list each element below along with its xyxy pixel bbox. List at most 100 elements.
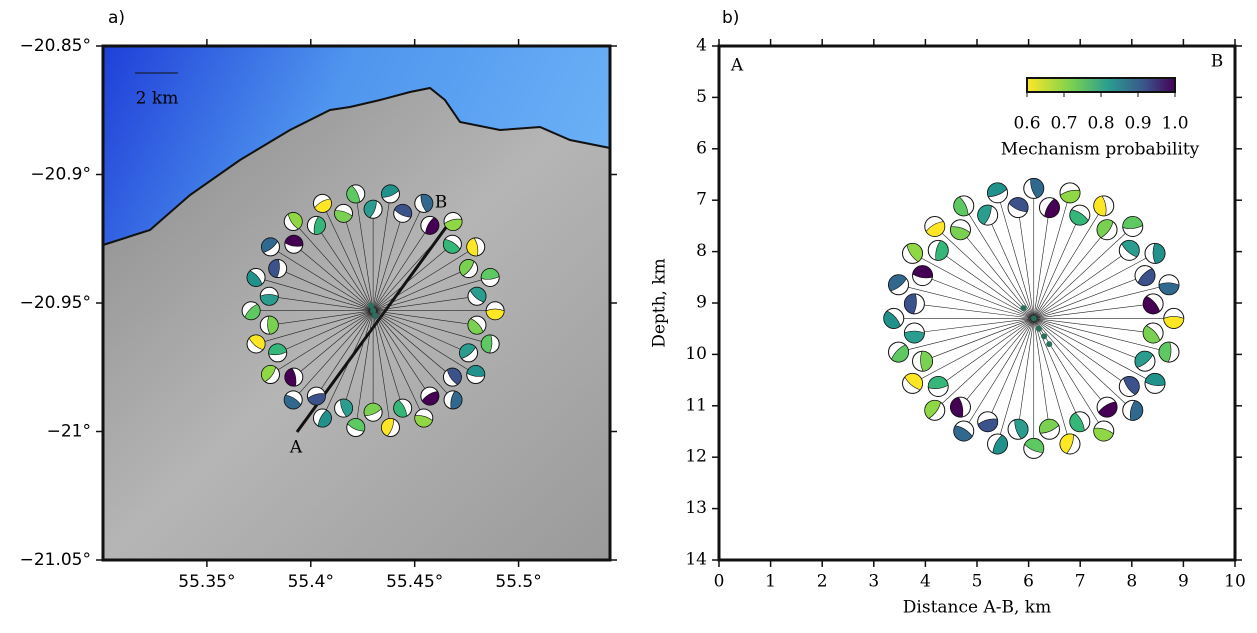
beachball-quadrant xyxy=(466,365,485,377)
beachball-quadrant xyxy=(259,294,279,306)
leader-line xyxy=(322,203,374,311)
hypocenter xyxy=(372,312,379,319)
beachball-quadrant xyxy=(1142,325,1161,344)
panel-label: b) xyxy=(722,8,739,28)
leader-line xyxy=(372,310,403,409)
leader-line xyxy=(372,310,425,419)
y-tick-label: 7 xyxy=(696,190,707,210)
beachball-quadrant xyxy=(480,268,500,280)
beachball-quadrant xyxy=(459,259,475,277)
hypocenter xyxy=(1041,333,1048,340)
beachball-quadrant xyxy=(1122,216,1144,229)
beachball-quadrant xyxy=(485,308,505,321)
beachball-quadrant xyxy=(904,293,917,315)
beachball-quadrant xyxy=(920,350,933,372)
leader-line xyxy=(922,275,1034,319)
leader-line xyxy=(372,221,454,311)
beachball-quadrant xyxy=(393,399,408,418)
colorbar-tick-label: 0.8 xyxy=(1087,114,1114,134)
leader-line xyxy=(912,318,1034,384)
leader-line xyxy=(1033,318,1156,384)
point-label: B xyxy=(435,193,448,213)
beachball-quadrant xyxy=(883,310,901,329)
beachball-quadrant xyxy=(421,391,440,406)
colorbar xyxy=(1026,77,1176,93)
beachball-quadrant xyxy=(992,434,1008,455)
leader-line xyxy=(912,253,1034,319)
beachball-quadrant xyxy=(420,194,434,213)
leader-line xyxy=(963,205,1035,319)
beachball-quadrant xyxy=(268,343,287,356)
beachball-quadrant xyxy=(888,274,907,292)
x-tick-label: 9 xyxy=(1178,572,1189,592)
beachball-quadrant xyxy=(283,394,302,410)
beachball-quadrant xyxy=(346,185,361,204)
leader-line xyxy=(914,318,1034,334)
leader-line xyxy=(343,310,374,409)
beachball-quadrant xyxy=(244,303,261,321)
beachball-quadrant xyxy=(443,239,461,254)
leader-line xyxy=(997,318,1035,445)
beachball-quadrant xyxy=(467,318,484,335)
beachball-quadrant xyxy=(1059,189,1081,204)
beachball-quadrant xyxy=(284,367,297,387)
beachball-quadrant xyxy=(953,196,969,217)
leader-line xyxy=(373,310,469,354)
y-tick-label: 13 xyxy=(685,498,707,518)
beachball-quadrant xyxy=(1024,438,1045,453)
beachball-quadrant xyxy=(469,287,487,303)
leader-line xyxy=(277,310,374,354)
beachball-quadrant xyxy=(425,217,440,235)
beachball-quadrant xyxy=(935,240,949,261)
leader-line xyxy=(1033,284,1170,319)
y-tick-label: 11 xyxy=(685,395,707,415)
leader-line xyxy=(373,268,469,311)
x-tick-label: 55.5° xyxy=(495,572,541,592)
leader-line xyxy=(372,246,476,311)
panel-label: a) xyxy=(108,8,125,28)
x-tick-label: 55.45° xyxy=(386,572,443,592)
beachball-quadrant xyxy=(317,409,332,428)
colorbar-tick-label: 0.9 xyxy=(1124,114,1151,134)
beachball-quadrant xyxy=(314,198,332,213)
beachball-quadrant xyxy=(1129,400,1143,421)
colorbar-tick-label: 0.6 xyxy=(1013,114,1040,134)
leader-line xyxy=(963,318,1035,432)
beachball-quadrant xyxy=(480,334,493,354)
beachball-quadrant xyxy=(1121,240,1140,258)
beachball-quadrant xyxy=(446,367,462,385)
beachball-quadrant xyxy=(268,259,280,278)
beachball-quadrant xyxy=(284,235,304,247)
beachball-quadrant xyxy=(977,204,992,225)
beachball-quadrant xyxy=(904,373,923,391)
beachball-quadrant xyxy=(1093,195,1107,217)
leader-line xyxy=(343,213,374,311)
beachball-quadrant xyxy=(1030,178,1045,199)
beachball-quadrant xyxy=(313,216,326,235)
beachball-quadrant xyxy=(394,204,412,218)
leader-line xyxy=(934,226,1034,319)
x-tick-label: 0 xyxy=(714,572,725,592)
leader-line xyxy=(269,310,374,326)
leader-line xyxy=(269,295,374,312)
beachball-quadrant xyxy=(267,315,279,335)
leader-line xyxy=(372,193,391,311)
scale-label: 2 km xyxy=(136,89,179,109)
y-tick-label: −20.95° xyxy=(20,293,91,313)
leader-line xyxy=(373,310,478,326)
point-label: A xyxy=(730,56,744,76)
y-tick-label: 14 xyxy=(685,550,707,570)
beachball-quadrant xyxy=(287,212,303,230)
x-tick-label: 55.35° xyxy=(178,572,235,592)
beachball-quadrant xyxy=(1097,219,1114,239)
leader-line xyxy=(270,246,374,311)
beachball-quadrant xyxy=(1098,401,1118,418)
x-tick-label: 55.4° xyxy=(288,572,334,592)
leader-line xyxy=(987,215,1035,319)
beachball-quadrant xyxy=(1144,373,1166,386)
leader-line xyxy=(1033,205,1105,319)
leader-line xyxy=(373,277,491,311)
beachball-quadrant xyxy=(1069,209,1089,226)
leader-line xyxy=(1033,250,1130,319)
